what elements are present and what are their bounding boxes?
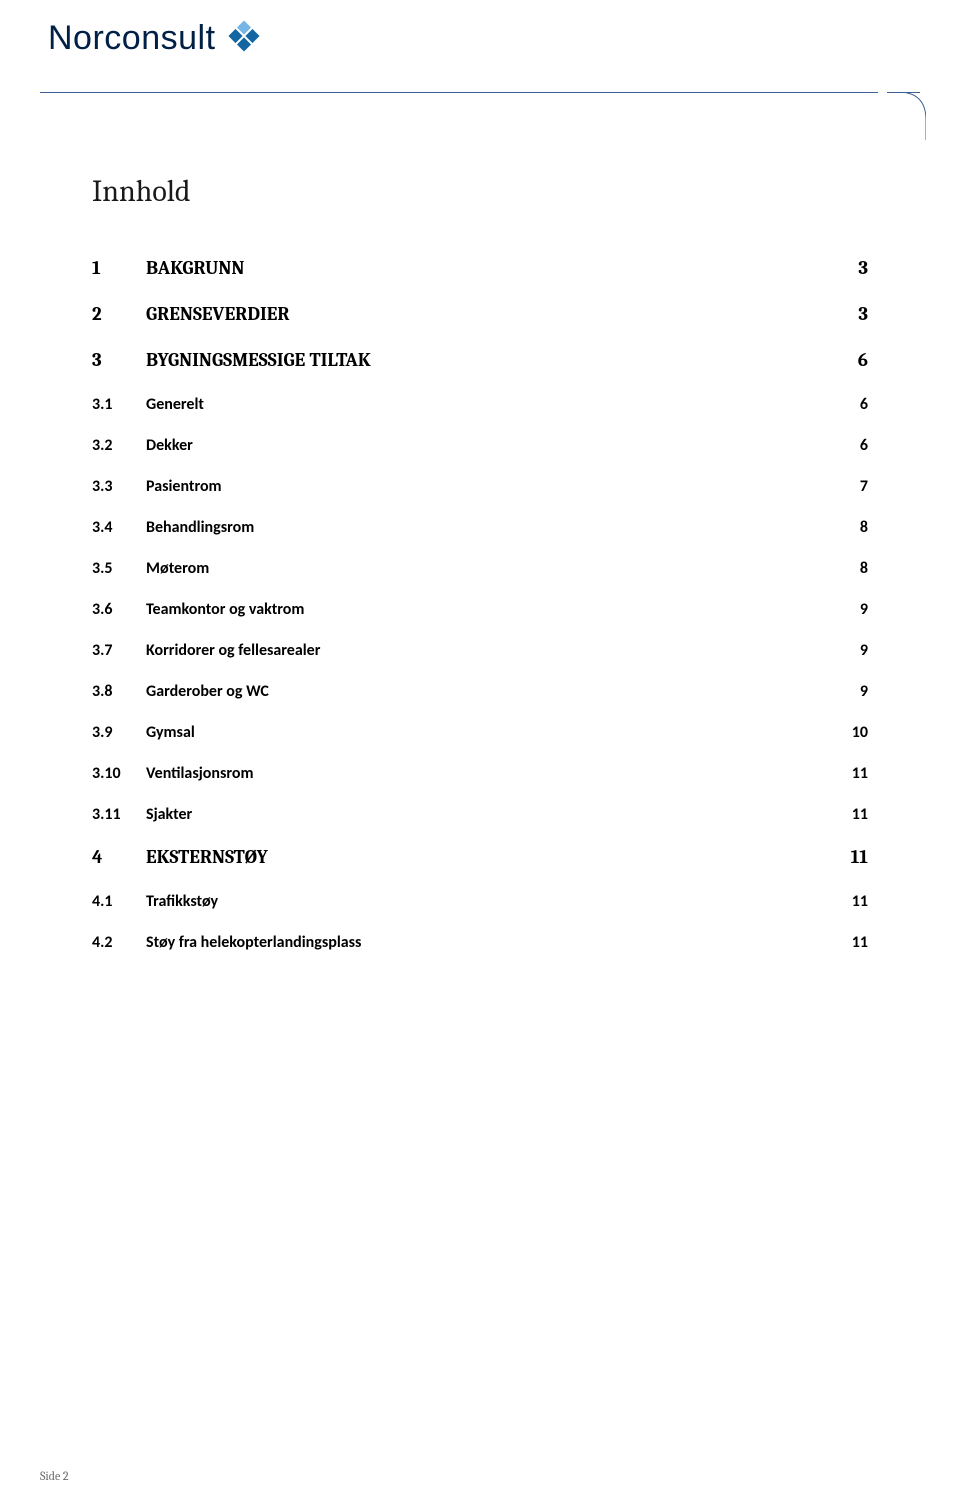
toc-entry-number: 3.6 xyxy=(92,600,146,619)
toc-entry-number: 3.1 xyxy=(92,395,146,414)
toc-entry-page: 11 xyxy=(852,805,868,824)
toc-entry: 3.2Dekker6 xyxy=(92,436,868,455)
toc-entry-label: Garderober og WC xyxy=(146,682,860,701)
toc-entry-number: 3.5 xyxy=(92,559,146,578)
toc-entry-number: 3.10 xyxy=(92,764,146,783)
toc-entry-page: 8 xyxy=(860,518,868,537)
toc-entry: 1BAKGRUNN3 xyxy=(92,257,868,279)
toc-entry: 3.3Pasientrom7 xyxy=(92,477,868,496)
toc-entry-page: 6 xyxy=(858,349,868,371)
toc-entry: 3.1Generelt6 xyxy=(92,395,868,414)
toc-entry-label: Sjakter xyxy=(146,805,852,824)
toc-entry-page: 3 xyxy=(858,257,868,279)
page-content: Innhold 1BAKGRUNN32GRENSEVERDIER33BYGNIN… xyxy=(0,59,960,952)
toc-entry-page: 11 xyxy=(852,764,868,783)
toc-entry-label: Pasientrom xyxy=(146,477,860,496)
toc-entry-number: 3.2 xyxy=(92,436,146,455)
toc-entry-page: 9 xyxy=(860,682,868,701)
toc-entry: 4EKSTERNSTØY11 xyxy=(92,846,868,868)
toc-entry: 3.10Ventilasjonsrom11 xyxy=(92,764,868,783)
toc-entry-page: 6 xyxy=(860,395,868,414)
toc-entry-page: 7 xyxy=(860,477,868,496)
toc-entry: 4.2Støy fra helekopterlandingsplass11 xyxy=(92,933,868,952)
toc-entry-page: 9 xyxy=(860,600,868,619)
page-footer: Side 2 xyxy=(40,1469,69,1483)
toc-title: Innhold xyxy=(92,174,868,209)
toc-entry-number: 3 xyxy=(92,349,146,371)
toc-entry: 2GRENSEVERDIER3 xyxy=(92,303,868,325)
toc-entry-label: Behandlingsrom xyxy=(146,518,860,537)
toc-entry-number: 4 xyxy=(92,846,146,868)
page-corner-icon xyxy=(878,92,926,140)
toc-entry: 3.7Korridorer og fellesarealer9 xyxy=(92,641,868,660)
toc-entry: 3.6Teamkontor og vaktrom9 xyxy=(92,600,868,619)
toc-entry-number: 3.9 xyxy=(92,723,146,742)
toc-entry-label: Støy fra helekopterlandingsplass xyxy=(146,933,852,952)
toc-entry-page: 8 xyxy=(860,559,868,578)
toc-entry: 4.1Trafikkstøy11 xyxy=(92,892,868,911)
toc-entry-label: Trafikkstøy xyxy=(146,892,852,911)
toc-entry-number: 4.1 xyxy=(92,892,146,911)
toc-entry: 3.4Behandlingsrom8 xyxy=(92,518,868,537)
toc-entry-number: 2 xyxy=(92,303,146,325)
toc-entry-number: 3.11 xyxy=(92,805,146,824)
toc-entry-label: Generelt xyxy=(146,395,860,414)
toc-entry: 3.8Garderober og WC9 xyxy=(92,682,868,701)
toc-entry-label: BAKGRUNN xyxy=(146,257,858,279)
toc-entry: 3.9Gymsal10 xyxy=(92,723,868,742)
toc-entry-page: 11 xyxy=(852,892,868,911)
toc-entry-page: 11 xyxy=(851,846,868,868)
toc-entry-number: 4.2 xyxy=(92,933,146,952)
toc-list: 1BAKGRUNN32GRENSEVERDIER33BYGNINGSMESSIG… xyxy=(92,257,868,952)
toc-entry-label: GRENSEVERDIER xyxy=(146,303,858,325)
toc-entry-page: 6 xyxy=(860,436,868,455)
toc-entry-label: Teamkontor og vaktrom xyxy=(146,600,860,619)
toc-entry-page: 9 xyxy=(860,641,868,660)
toc-entry-label: EKSTERNSTØY xyxy=(146,846,851,868)
brand-name: Norconsult xyxy=(48,19,216,58)
toc-entry-number: 1 xyxy=(92,257,146,279)
toc-entry-number: 3.7 xyxy=(92,641,146,660)
toc-entry-label: BYGNINGSMESSIGE TILTAK xyxy=(146,349,858,371)
toc-entry: 3.5Møterom8 xyxy=(92,559,868,578)
toc-entry-page: 10 xyxy=(852,723,868,742)
toc-entry-label: Dekker xyxy=(146,436,860,455)
brand-logo-icon xyxy=(226,18,262,59)
page-header: Norconsult xyxy=(0,0,960,59)
toc-entry-page: 3 xyxy=(858,303,868,325)
toc-entry-number: 3.3 xyxy=(92,477,146,496)
toc-entry-label: Korridorer og fellesarealer xyxy=(146,641,860,660)
toc-entry-label: Møterom xyxy=(146,559,860,578)
toc-entry-label: Ventilasjonsrom xyxy=(146,764,852,783)
toc-entry-label: Gymsal xyxy=(146,723,852,742)
toc-entry: 3.11Sjakter11 xyxy=(92,805,868,824)
header-rule xyxy=(0,92,960,93)
toc-entry-page: 11 xyxy=(852,933,868,952)
toc-entry-number: 3.4 xyxy=(92,518,146,537)
toc-entry: 3BYGNINGSMESSIGE TILTAK6 xyxy=(92,349,868,371)
toc-entry-number: 3.8 xyxy=(92,682,146,701)
